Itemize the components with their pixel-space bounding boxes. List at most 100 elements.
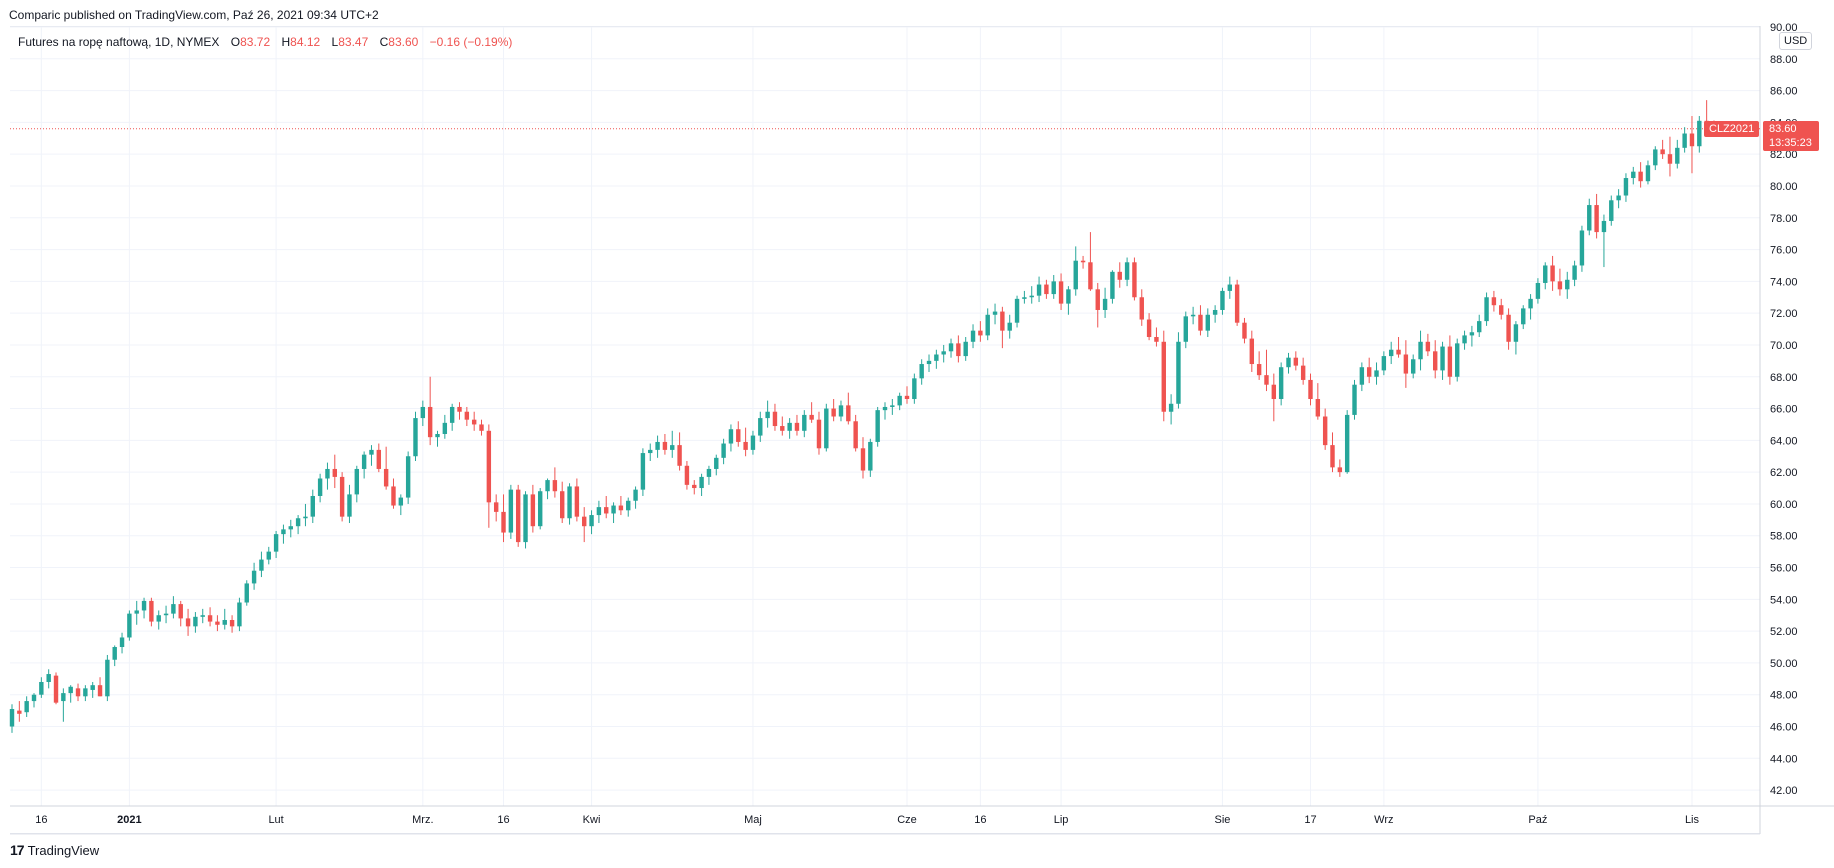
candle-body	[1095, 289, 1100, 310]
candle-body	[1359, 367, 1365, 385]
candle-body	[1543, 265, 1548, 283]
candle-body	[677, 445, 682, 466]
y-tick-label: 46.00	[1770, 722, 1798, 734]
candle-body	[1256, 364, 1262, 376]
currency-button[interactable]: USD	[1779, 32, 1813, 50]
candle-body	[68, 686, 73, 694]
candle-body	[1455, 343, 1460, 377]
legend-high-value: 84.12	[290, 35, 321, 49]
candle-body	[31, 694, 37, 702]
candle-body	[1242, 322, 1247, 339]
candle-body	[1352, 384, 1357, 415]
candle-body	[310, 495, 315, 517]
candle-body	[435, 433, 440, 438]
candle-body	[383, 468, 389, 487]
candle-body	[105, 659, 110, 697]
candle-body	[1667, 154, 1673, 164]
candle-body	[772, 411, 778, 427]
candle-body	[163, 613, 169, 616]
candle-body	[1660, 149, 1665, 155]
x-tick-label: 16	[974, 814, 986, 826]
candle-body	[1124, 262, 1130, 280]
candle-body	[1308, 379, 1313, 400]
candle-body	[706, 468, 712, 477]
candle-body	[1565, 279, 1570, 290]
candle-body	[493, 502, 499, 512]
candle-body	[1477, 321, 1482, 333]
candle-body	[633, 489, 638, 501]
candle-body	[750, 435, 756, 450]
candle-body	[1410, 359, 1416, 374]
candle-body	[1344, 414, 1350, 473]
candle-body	[215, 621, 220, 625]
candle-body	[1447, 346, 1453, 377]
candle-body	[207, 615, 213, 622]
candle-body	[919, 364, 924, 379]
candle-body	[1425, 341, 1431, 352]
candle-body	[266, 551, 271, 560]
legend-low-label: L	[331, 35, 339, 49]
candle-body	[1036, 284, 1042, 296]
candle-body	[1293, 357, 1299, 366]
candle-body	[134, 610, 139, 614]
candle-body	[1587, 205, 1592, 231]
x-tick-label: Lis	[1685, 814, 1700, 826]
candle-body	[882, 406, 888, 411]
candle-body	[1366, 367, 1372, 377]
x-tick-label: 16	[497, 814, 509, 826]
published-caption: Comparic published on TradingView.com, P…	[9, 8, 379, 22]
candle-body	[457, 406, 462, 412]
legend-title: Futures na ropę naftową, 1D, NYMEX	[18, 35, 220, 49]
y-tick-label: 42.00	[1770, 785, 1798, 797]
candle-body	[1396, 349, 1401, 355]
candle-body	[1286, 357, 1291, 368]
y-tick-label: 56.00	[1770, 563, 1798, 575]
candle-body	[376, 449, 382, 469]
x-tick-label: Wrz	[1374, 814, 1393, 826]
candle-body	[1073, 260, 1078, 290]
candle-body	[1697, 120, 1702, 147]
candle-body	[90, 685, 95, 690]
candle-body	[1058, 281, 1064, 304]
legend-low-value: 83.47	[338, 35, 369, 49]
candle-body	[1066, 289, 1071, 304]
candle-body	[361, 454, 367, 469]
legend-close-label: C	[379, 35, 389, 49]
candle-body	[1146, 319, 1152, 338]
candle-body	[1572, 265, 1577, 280]
candle-body	[743, 441, 748, 450]
candle-body	[816, 419, 822, 449]
candle-body	[127, 613, 132, 638]
candle-body	[171, 604, 176, 614]
candle-body	[1249, 338, 1255, 365]
candle-body	[1689, 133, 1695, 147]
candle-body	[273, 534, 279, 552]
candle-body	[420, 406, 426, 419]
candle-body	[626, 500, 631, 511]
candle-body	[369, 449, 374, 455]
candle-body	[1278, 367, 1284, 400]
candle-body	[237, 602, 242, 627]
candle-body	[9, 709, 15, 727]
legend-open-label: O	[230, 35, 241, 49]
candle-body	[486, 430, 492, 503]
candle-body	[868, 441, 873, 471]
candle-body	[515, 489, 521, 543]
footer-brand[interactable]: 17 TradingView	[10, 842, 99, 858]
candle-body	[618, 505, 624, 511]
candle-body	[956, 343, 961, 357]
candle-body	[560, 491, 565, 519]
candle-body	[398, 497, 404, 506]
candle-body	[853, 421, 858, 449]
candle-body	[640, 453, 646, 490]
candle-body	[332, 468, 337, 477]
candle-body	[758, 418, 763, 436]
tradingview-logo-icon: 17	[10, 842, 25, 858]
candle-body	[1616, 195, 1621, 201]
candle-body	[1638, 171, 1643, 182]
candle-body	[1117, 271, 1122, 280]
candle-body	[662, 441, 668, 450]
candle-body	[1388, 349, 1394, 357]
candle-body	[809, 414, 814, 420]
